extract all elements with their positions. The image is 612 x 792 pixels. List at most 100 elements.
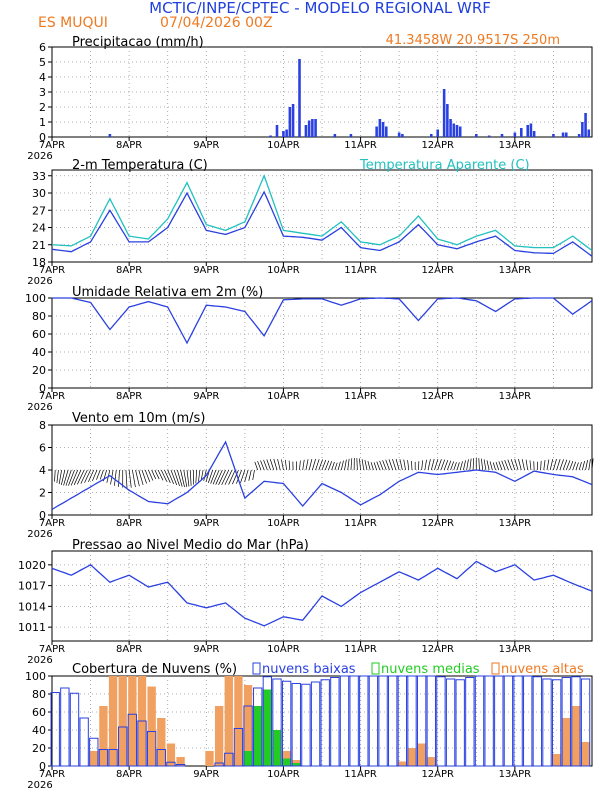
wind-direction-arrow xyxy=(367,461,371,471)
cloud-xtick-label: 9APR xyxy=(193,769,219,780)
wind-direction-arrow xyxy=(575,462,579,471)
wind-direction-arrow xyxy=(459,461,463,471)
cloud-low-bar xyxy=(243,705,253,767)
temp-series-1 xyxy=(51,174,593,252)
cloud-low-legend: nuvens baixas xyxy=(262,662,356,677)
wind-direction-arrow xyxy=(284,459,287,471)
temp-ytick-label: 18 xyxy=(32,256,46,269)
wind-direction-arrow xyxy=(492,462,496,471)
precip-bar xyxy=(577,134,581,137)
wind-direction-arrow xyxy=(144,469,151,483)
precip-bar xyxy=(587,129,591,137)
precip-bar xyxy=(307,120,311,137)
cloud-high-bar xyxy=(118,676,127,766)
wind-direction-arrow xyxy=(447,460,452,471)
wind-xtick-label: 12APR xyxy=(421,518,454,529)
wind-direction-arrow xyxy=(337,461,341,471)
wind-direction-arrow xyxy=(453,462,457,471)
wind-direction-arrow xyxy=(504,460,509,471)
precip-bar xyxy=(381,122,385,137)
wind-direction-arrow xyxy=(252,469,255,481)
cloud-mid-bar xyxy=(243,751,253,766)
precip-bar xyxy=(288,107,292,137)
cloud-xtick-label: 12APR xyxy=(421,769,454,780)
cloud-low-bar xyxy=(542,678,552,767)
wind-direction-arrow xyxy=(215,469,223,485)
wind-direction-arrow xyxy=(288,460,291,471)
wind-direction-arrow xyxy=(141,469,147,484)
pres-xtick-label: 9APR xyxy=(193,644,219,655)
wind-direction-arrow xyxy=(315,459,320,471)
rh-xtick-label: 8APR xyxy=(116,391,142,402)
wind-direction-arrow xyxy=(167,469,174,485)
cloud-low-bar xyxy=(339,675,350,767)
cloud-high-bar xyxy=(205,751,214,766)
pres-xtick-label: 12APR xyxy=(421,644,454,655)
wind-direction-arrow xyxy=(569,460,574,471)
cloud-high-bar xyxy=(407,748,417,766)
cloud-high-bar xyxy=(214,706,224,766)
temp-ytick-label: 24 xyxy=(32,222,46,235)
wind-direction-arrow xyxy=(263,459,268,471)
cloud-high-bar xyxy=(157,718,166,766)
temp-xtick-label: 8APR xyxy=(116,265,142,276)
temp-title: 2-m Temperatura (C) xyxy=(72,158,208,173)
wind-direction-arrow xyxy=(68,469,75,486)
wind-direction-arrow xyxy=(157,469,164,481)
wind-direction-arrow xyxy=(361,459,365,471)
rh-xtick-label: 13APR xyxy=(499,391,532,402)
cloud-low-bar xyxy=(108,749,118,767)
cloud-high-legend: nuvens altas xyxy=(501,662,584,677)
wind-direction-arrow xyxy=(224,469,233,485)
wind-direction-arrow xyxy=(180,469,185,488)
precip-bar xyxy=(311,119,314,137)
wind-ytick-label: 2 xyxy=(39,487,46,500)
header-location: ES MUQUI xyxy=(38,15,108,31)
wind-direction-arrow xyxy=(443,460,449,471)
wind-direction-arrow xyxy=(525,459,529,471)
cloud-high-bar xyxy=(147,686,156,766)
pres-xtick-label: 7APR xyxy=(39,644,65,655)
precip-bar xyxy=(449,119,452,137)
precip-coords: 41.3458W 20.9517S 250m xyxy=(386,33,560,48)
cloud-low-bar xyxy=(388,675,398,767)
wind-direction-arrow xyxy=(501,460,506,471)
cloud-low-bar xyxy=(474,675,485,767)
wind-direction-arrow xyxy=(392,458,397,471)
precip-title: Precipitacao (mm/h) xyxy=(72,35,204,50)
wind-direction-arrow xyxy=(221,469,230,486)
wind-direction-arrow xyxy=(399,459,403,471)
cloud-low-bar xyxy=(166,761,176,767)
wind-direction-arrow xyxy=(364,460,368,471)
precip-bar xyxy=(452,123,456,137)
precip-bar xyxy=(314,119,317,137)
cloud-low-bar xyxy=(445,678,456,767)
cloud-high-bar xyxy=(243,685,253,766)
cloud-ytick-label: 80 xyxy=(32,688,46,701)
wind-direction-arrow xyxy=(277,458,281,471)
temp-xtick-label: 7APR xyxy=(39,265,65,276)
wind-direction-arrow xyxy=(198,469,201,482)
wind-direction-arrow xyxy=(483,459,487,471)
cloud-mid-bar xyxy=(253,706,262,766)
wind-direction-arrow xyxy=(370,462,374,471)
cloud-low-bar xyxy=(378,675,388,767)
wind-direction-arrow xyxy=(266,459,271,471)
cloud-low-bar xyxy=(455,679,465,767)
precip-ytick-label: 3 xyxy=(39,86,46,99)
wind-direction-arrow xyxy=(128,469,132,488)
precip-bar xyxy=(500,134,504,137)
wind-direction-arrow xyxy=(228,469,236,485)
cloud-high-bar xyxy=(108,676,118,766)
cloud-low-bar xyxy=(137,720,147,767)
wind-direction-arrow xyxy=(154,469,160,480)
wind-direction-arrow xyxy=(388,459,394,471)
precip-bar xyxy=(285,129,288,137)
precip-bar xyxy=(526,125,529,137)
wind-direction-arrow xyxy=(529,460,532,471)
wind-ytick-label: 6 xyxy=(39,442,46,455)
cloud-low-bar xyxy=(224,752,234,767)
rh-ytick-label: 20 xyxy=(32,364,46,377)
wind-direction-arrow xyxy=(411,460,413,471)
